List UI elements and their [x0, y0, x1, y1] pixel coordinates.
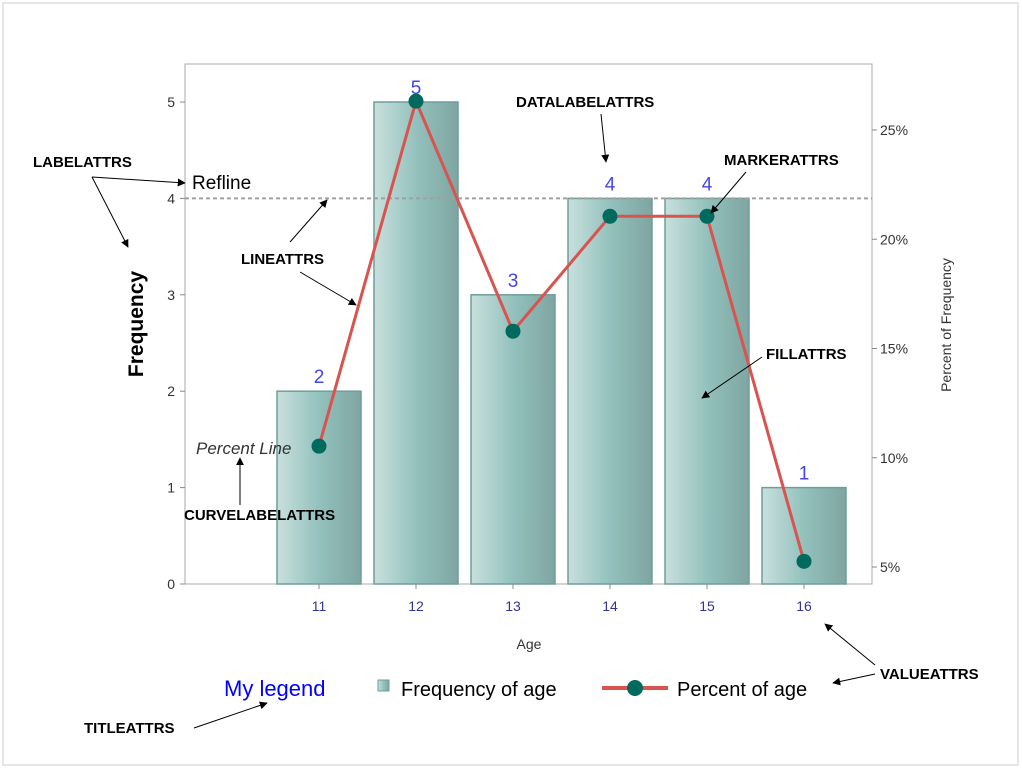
percent-marker-16: [796, 553, 812, 569]
x-tick-label: 16: [796, 598, 812, 614]
y2-tick-label: 5%: [880, 559, 900, 575]
annotation-arrow: [701, 356, 763, 399]
y2-tick-label: 15%: [880, 341, 908, 357]
y2-tick-label: 25%: [880, 122, 908, 138]
y-tick-label: 4: [167, 190, 175, 206]
data-label-16: 1: [799, 464, 810, 485]
data-label-15: 4: [702, 174, 713, 195]
annotation-arrow: [710, 171, 747, 214]
y-tick-label: 5: [167, 94, 175, 110]
annotation-labelattrs: LABELATTRS: [33, 154, 132, 171]
x-tick-label: 11: [312, 598, 327, 614]
y-tick-label: 0: [167, 576, 175, 592]
annotation-arrow: [289, 199, 328, 243]
annotation-arrow: [832, 673, 876, 686]
annotation-arrow: [600, 113, 610, 163]
legend-item-percent: Percent of age: [677, 679, 807, 701]
legend-title: My legend: [224, 676, 326, 701]
x-tick-label: 15: [699, 598, 715, 614]
annotation-arrow: [299, 271, 357, 306]
annotation-fillattrs: FILLATTRS: [766, 346, 847, 363]
x-tick-label: 14: [602, 598, 618, 614]
data-label-14: 4: [605, 174, 616, 195]
x-axis-label: Age: [517, 636, 542, 652]
bar-14: [567, 197, 653, 585]
percent-line: [317, 96, 806, 562]
x-tick-label: 12: [408, 598, 424, 614]
data-label-13: 3: [508, 271, 519, 292]
annotation-markerattrs: MARKERATTRS: [724, 152, 839, 169]
annotation-arrow: [91, 176, 186, 187]
percent-marker-13: [505, 323, 521, 339]
y2-axis-label: Percent of Frequency: [938, 258, 954, 392]
data-label-12: 5: [411, 78, 422, 99]
bar-11: [276, 390, 362, 585]
percent-marker-14: [602, 208, 618, 224]
data-label-11: 2: [314, 367, 325, 388]
y-tick-label: 3: [167, 287, 175, 303]
annotation-curvelabelattrs: CURVELABELATTRS: [184, 507, 335, 524]
x-tick-label: 13: [505, 598, 521, 614]
annotations: [91, 113, 876, 729]
curve-label: Percent Line: [196, 439, 291, 458]
legend-bar-swatch: [377, 679, 390, 692]
y-tick-label: 2: [167, 383, 175, 399]
annotation-arrow: [193, 701, 268, 729]
percent-marker-12: [408, 93, 424, 109]
legend: My legend Frequency of age Percent of ag…: [224, 676, 807, 701]
y2-tick-label: 10%: [880, 450, 908, 466]
y-axis-label: Frequency: [125, 271, 148, 378]
annotation-valueattrs: VALUEATTRS: [880, 666, 979, 683]
bar-15: [664, 197, 750, 585]
annotation-arrow: [824, 623, 876, 666]
legend-item-frequency: Frequency of age: [401, 679, 557, 701]
percent-marker-11: [311, 438, 327, 454]
legend-marker-swatch: [627, 680, 643, 696]
refline-label: Refline: [192, 173, 251, 194]
bar-16: [761, 486, 847, 585]
annotation-lineattrs: LINEATTRS: [241, 251, 324, 268]
y-tick-label: 1: [167, 480, 175, 496]
annotation-titleattrs: TITLEATTRS: [84, 720, 175, 737]
annotation-datalabelattrs: DATALABELATTRS: [516, 94, 654, 111]
y2-tick-label: 20%: [880, 231, 908, 247]
annotation-arrow: [91, 176, 129, 248]
